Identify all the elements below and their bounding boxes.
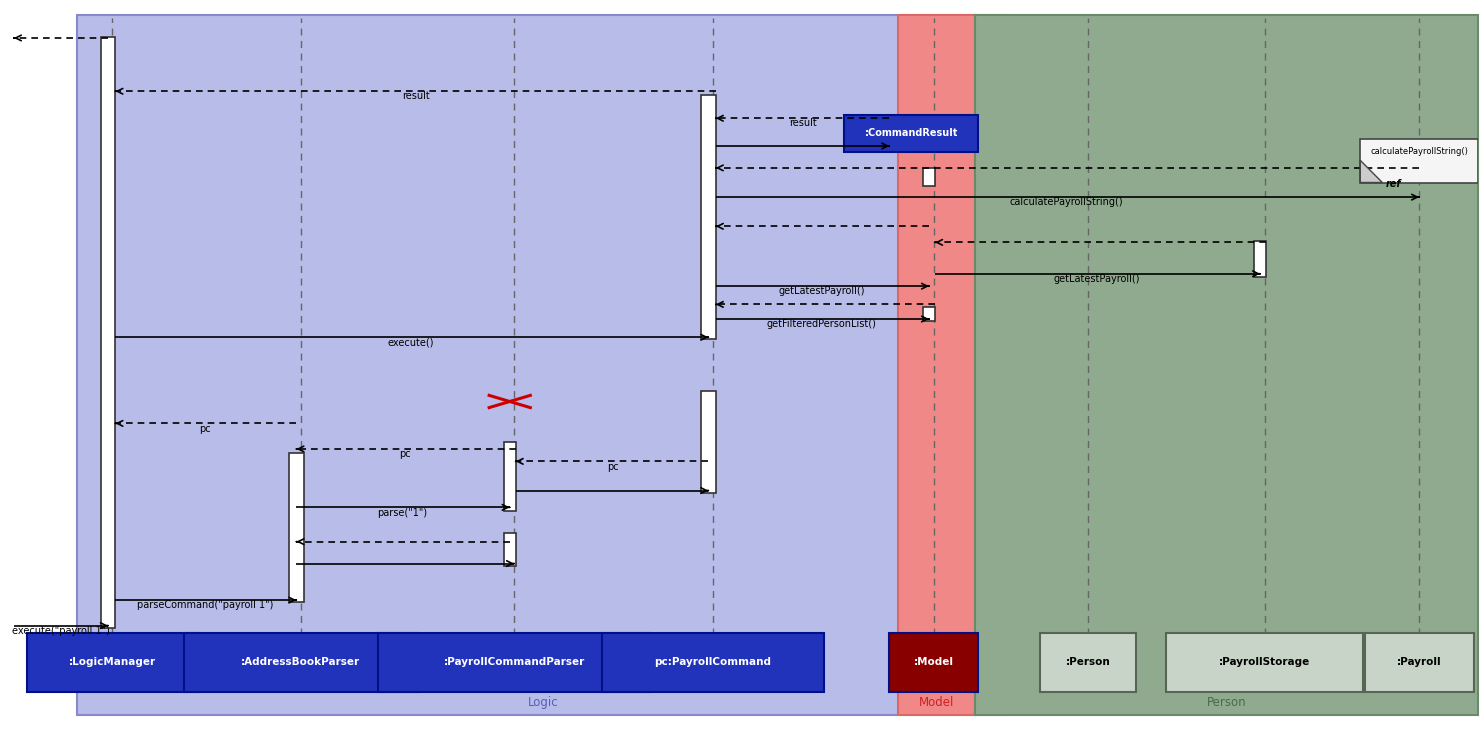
Bar <box>974 15 1478 715</box>
Text: result: result <box>401 91 429 101</box>
Text: getFilteredPersonList(): getFilteredPersonList() <box>767 319 877 329</box>
Text: pc: pc <box>607 461 619 472</box>
Bar <box>701 391 715 493</box>
Text: pc: pc <box>400 449 412 459</box>
FancyBboxPatch shape <box>1364 633 1474 692</box>
Bar <box>923 168 935 186</box>
Text: :PayrollCommandParser: :PayrollCommandParser <box>443 658 585 667</box>
FancyBboxPatch shape <box>27 633 198 692</box>
Bar <box>504 533 515 566</box>
Text: :LogicManager: :LogicManager <box>68 658 156 667</box>
Text: calculatePayrollString(): calculatePayrollString() <box>1009 197 1123 207</box>
Text: pc:PayrollCommand: pc:PayrollCommand <box>655 658 772 667</box>
Text: calculatePayrollString(): calculatePayrollString() <box>1370 147 1468 156</box>
Bar <box>897 15 974 715</box>
Text: :Person: :Person <box>1066 658 1111 667</box>
Bar <box>101 36 116 628</box>
Text: ref: ref <box>1385 179 1401 189</box>
Text: parseCommand("payroll 1"): parseCommand("payroll 1") <box>136 600 274 610</box>
Text: :CommandResult: :CommandResult <box>865 128 958 138</box>
FancyBboxPatch shape <box>184 633 418 692</box>
Bar <box>1254 241 1266 277</box>
Text: execute(): execute() <box>388 337 434 347</box>
FancyBboxPatch shape <box>1040 633 1136 692</box>
FancyBboxPatch shape <box>1167 633 1363 692</box>
Text: :PayrollStorage: :PayrollStorage <box>1219 658 1311 667</box>
Text: getLatestPayroll(): getLatestPayroll() <box>779 286 865 296</box>
FancyBboxPatch shape <box>844 115 979 152</box>
Text: Logic: Logic <box>529 696 558 709</box>
Text: execute("payroll 1"): execute("payroll 1") <box>12 626 110 636</box>
Text: :Model: :Model <box>914 658 954 667</box>
Bar <box>1360 139 1478 182</box>
Bar <box>77 15 1007 715</box>
Bar <box>923 307 935 321</box>
Text: Model: Model <box>918 696 954 709</box>
Text: result: result <box>789 118 816 128</box>
Text: :AddressBookParser: :AddressBookParser <box>241 658 360 667</box>
FancyBboxPatch shape <box>603 633 823 692</box>
Bar <box>701 95 715 339</box>
Bar <box>504 442 515 511</box>
Text: getLatestPayroll(): getLatestPayroll() <box>1053 274 1140 284</box>
FancyBboxPatch shape <box>378 633 650 692</box>
Polygon shape <box>1360 161 1382 182</box>
Text: parse("1"): parse("1") <box>378 507 428 518</box>
FancyBboxPatch shape <box>889 633 979 692</box>
Text: Person: Person <box>1207 696 1246 709</box>
Text: :Payroll: :Payroll <box>1397 658 1441 667</box>
Bar <box>289 453 304 602</box>
Text: pc: pc <box>200 423 210 434</box>
